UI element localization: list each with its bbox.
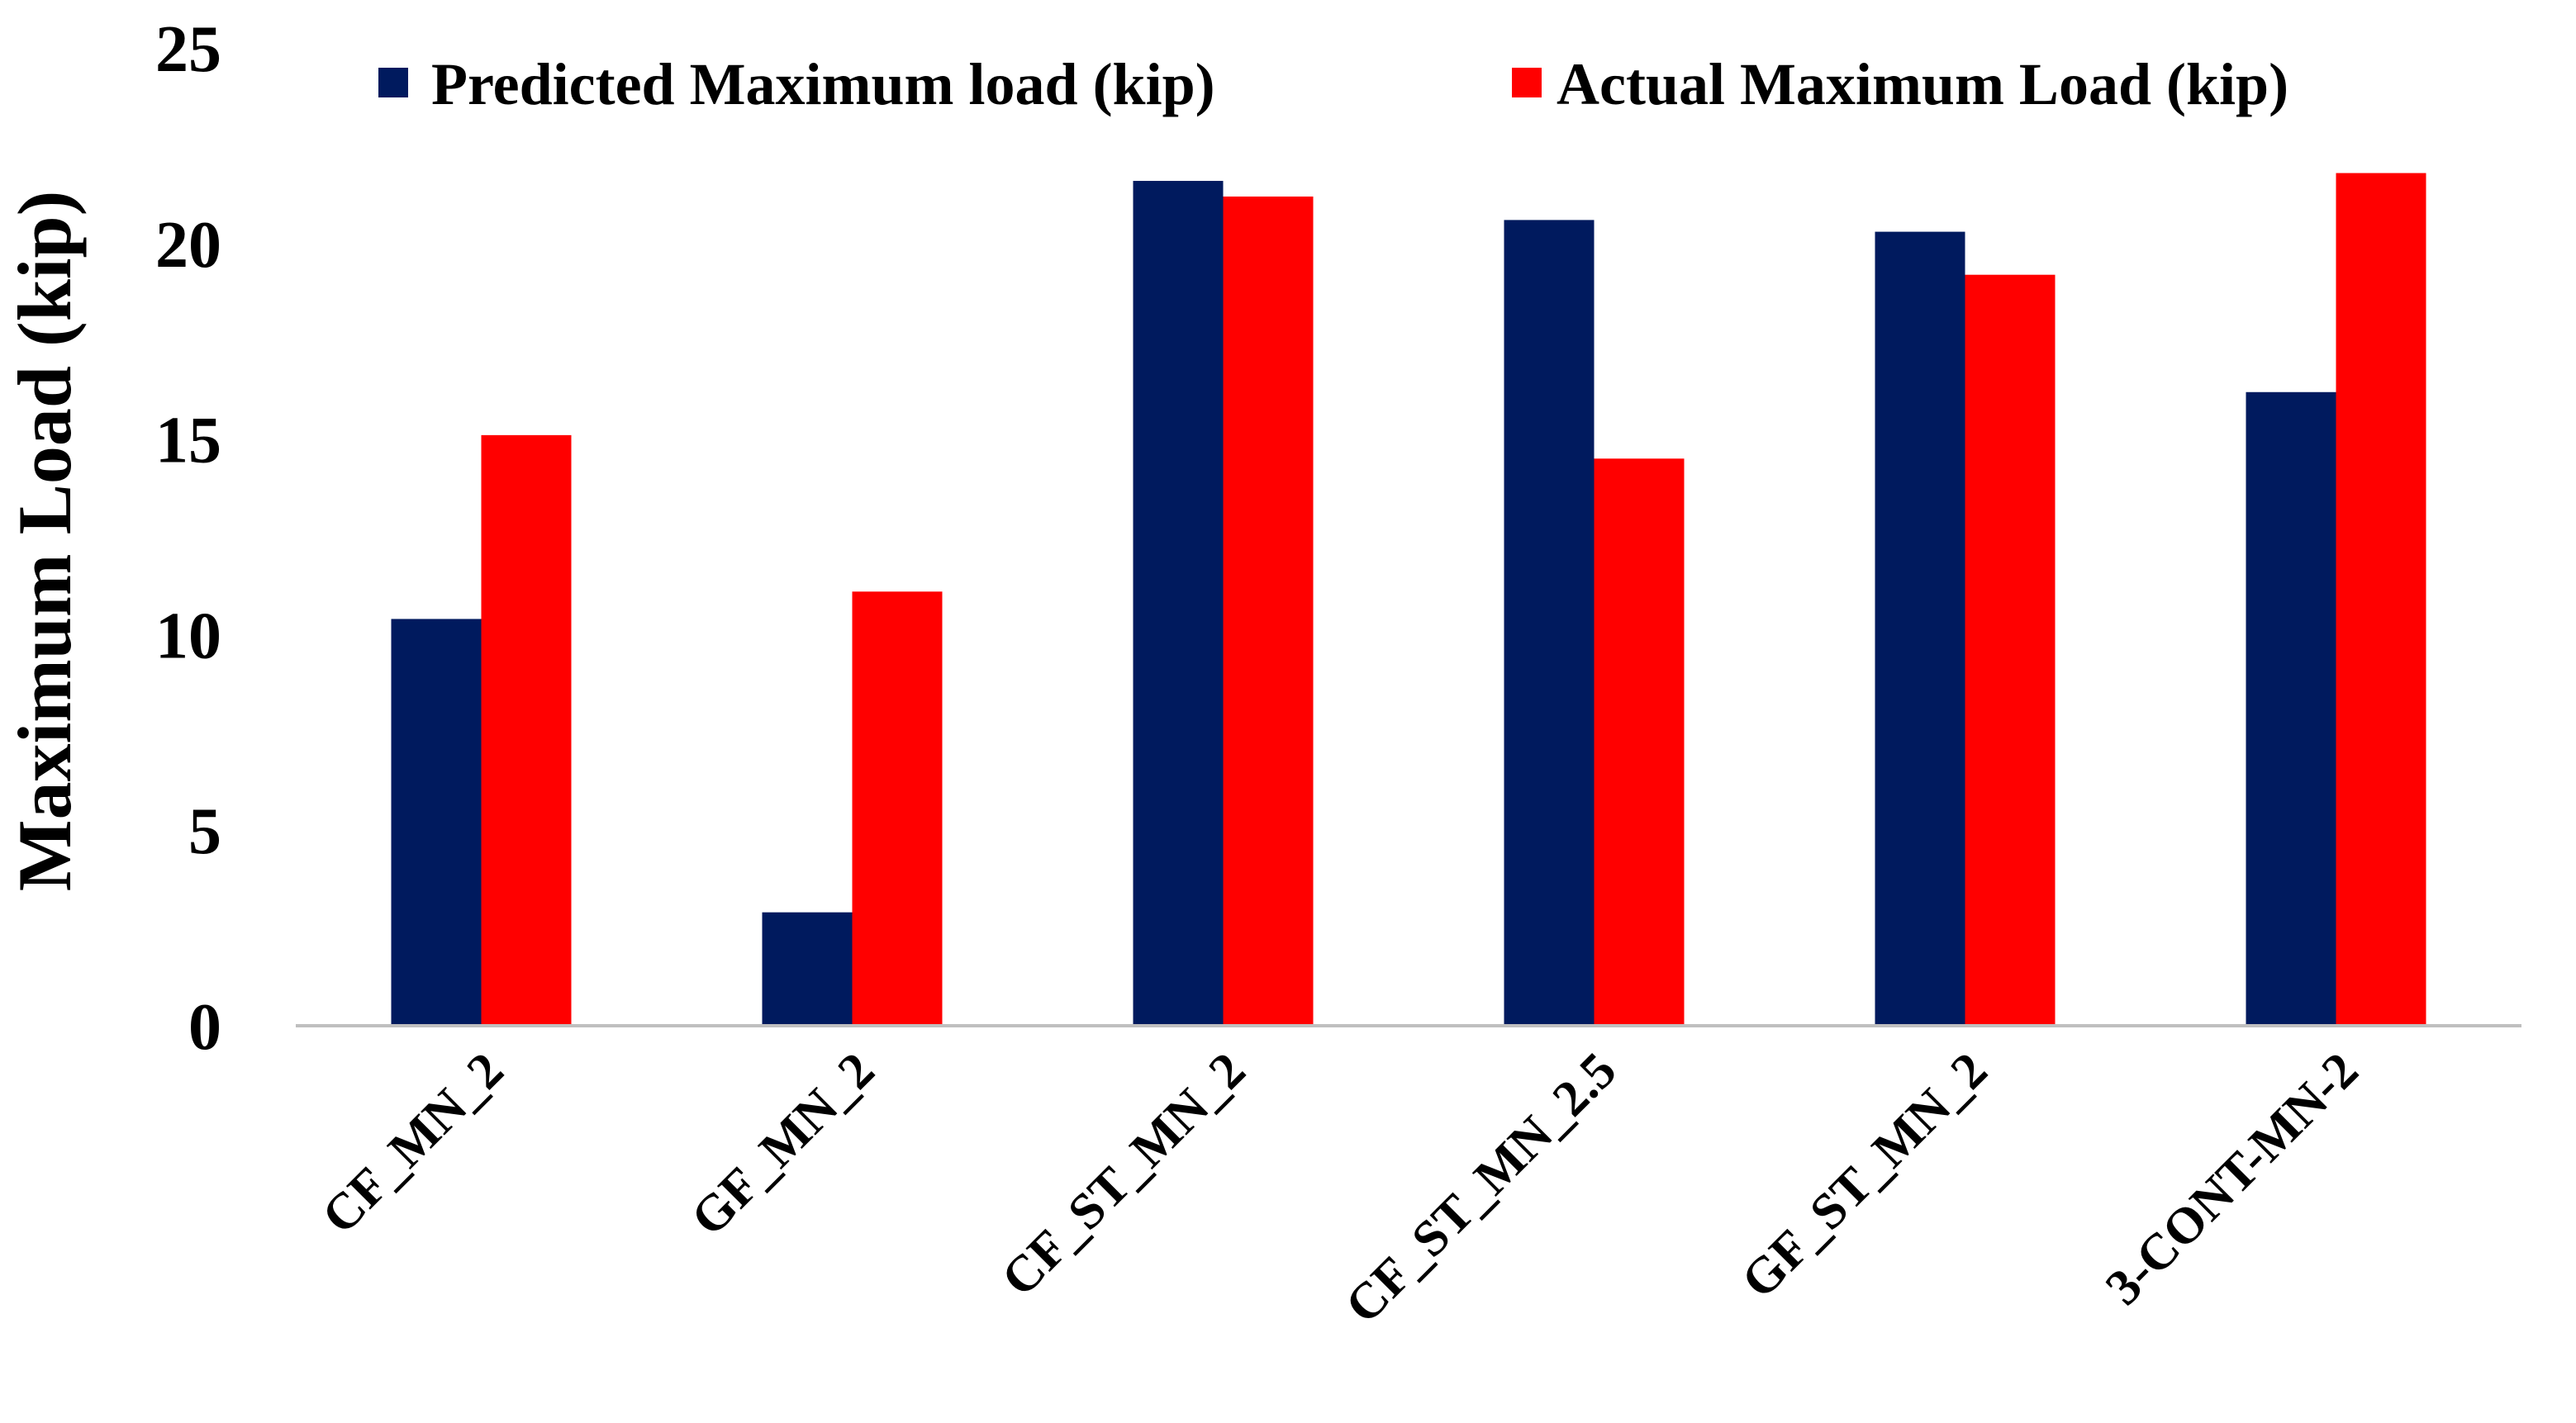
bar-predicted-cf-st-mn-2 — [1133, 181, 1224, 1027]
x-tick-label: 3-CONT-MN-2 — [2095, 1042, 2369, 1316]
y-tick-label: 0 — [188, 991, 221, 1064]
legend-label-actual: Actual Maximum Load (kip) — [1557, 51, 2288, 117]
bar-actual-cf-st-mn-2-5 — [1594, 458, 1685, 1026]
bar-actual-gf-mn-2 — [852, 591, 943, 1026]
legend-swatch-predicted — [378, 68, 408, 97]
y-tick-label: 10 — [155, 600, 221, 672]
y-tick-label: 25 — [155, 13, 221, 86]
bar-predicted-cf-mn-2 — [391, 619, 482, 1026]
x-tick-label: GF_MN_2 — [681, 1042, 886, 1247]
bar-actual-gf-st-mn-2 — [1965, 274, 2056, 1026]
bar-actual-cf-mn-2 — [481, 434, 572, 1026]
bar-actual-cf-st-mn-2 — [1223, 196, 1314, 1026]
y-tick-label: 20 — [155, 209, 221, 282]
bars — [391, 173, 2426, 1027]
bar-predicted-3-cont-mn-2 — [2246, 391, 2336, 1026]
bar-predicted-gf-mn-2 — [762, 912, 853, 1026]
legend-label-predicted: Predicted Maximum load (kip) — [431, 51, 1215, 117]
legend-swatch-actual — [1512, 68, 1542, 97]
x-tick-label: CF_ST_MN_2 — [991, 1042, 1257, 1307]
legend: Predicted Maximum load (kip) Actual Maxim… — [378, 51, 2288, 117]
y-tick-label: 15 — [155, 405, 221, 477]
y-axis-ticks: 0 5 10 15 20 25 — [155, 13, 221, 1064]
y-axis-title: Maximum Load (kip) — [2, 191, 87, 892]
bar-predicted-cf-st-mn-2-5 — [1504, 220, 1595, 1026]
x-axis-labels: CF_MN_2 GF_MN_2 CF_ST_MN_2 CF_ST_MN_2.5 GF_S… — [311, 1042, 2369, 1335]
x-tick-label: GF_ST_MN_2 — [1731, 1042, 1998, 1309]
bar-predicted-gf-st-mn-2 — [1875, 231, 1965, 1026]
bar-actual-3-cont-mn-2 — [2336, 173, 2426, 1026]
x-tick-label: CF_ST_MN_2.5 — [1335, 1042, 1628, 1335]
y-tick-label: 5 — [188, 795, 221, 868]
x-tick-label: CF_MN_2 — [311, 1042, 514, 1245]
